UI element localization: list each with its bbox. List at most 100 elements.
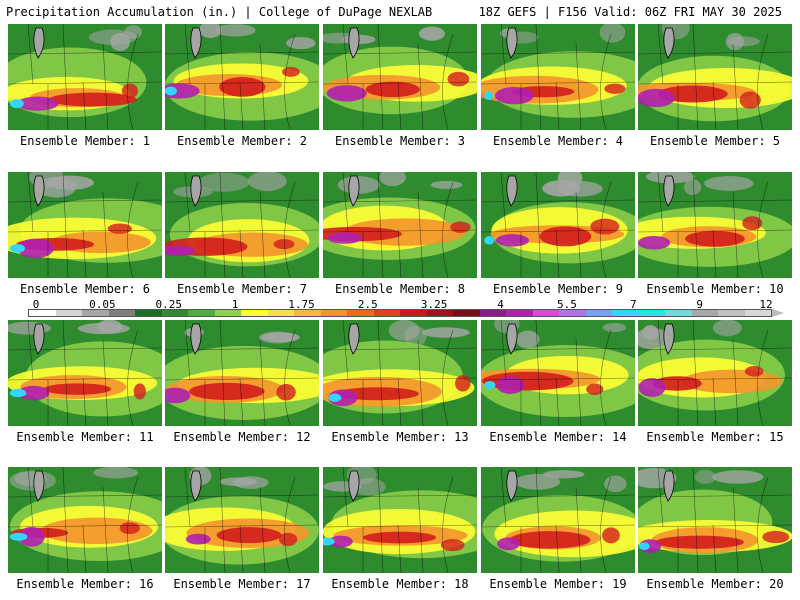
precip-map-8 [323,172,477,278]
ensemble-member-label: Ensemble Member: 18 [331,577,469,591]
colorbar-swatch [188,310,215,316]
precip-map-16 [8,467,162,573]
ensemble-member-label: Ensemble Member: 15 [646,430,784,444]
colorbar-swatch [612,310,639,316]
colorbar-swatch [214,310,241,316]
precip-map-6 [8,172,162,278]
colorbar-tick-label: 4 [497,298,504,311]
ensemble-panel-9 [481,172,635,278]
colorbar-swatch [320,310,347,316]
colorbar-swatch [638,310,665,316]
ensemble-member-label: Ensemble Member: 17 [173,577,311,591]
ensemble-panel-4 [481,24,635,130]
colorbar-max-arrow [772,309,784,317]
colorbar-swatch [373,310,400,316]
colorbar-swatch [585,310,612,316]
colorbar-swatch [108,310,135,316]
ensemble-panel-1 [8,24,162,130]
colorbar-swatch [294,310,321,316]
colorbar-tick-label: 3.25 [420,298,448,311]
ensemble-panel-5 [638,24,792,130]
colorbar-tick-label: 7 [629,298,637,311]
ensemble-member-label: Ensemble Member: 7 [176,282,308,296]
precip-map-15 [638,320,792,426]
run-valid-time: 18Z GEFS | F156 Valid: 06Z FRI MAY 30 20… [478,5,782,19]
ensemble-panel-8 [323,172,477,278]
colorbar-tick-label: 12 [759,298,773,311]
ensemble-member-label: Ensemble Member: 6 [19,282,151,296]
precipitation-colorbar: 0 0.05 0.25 1 1.75 2.5 3.25 4 5.5 7 9 12 [10,298,790,320]
colorbar-tick-label: 2.5 [357,298,378,311]
ensemble-member-label: Ensemble Member: 3 [334,134,466,148]
ensemble-member-label: Ensemble Member: 19 [489,577,627,591]
colorbar-tick-label: 1 [231,298,239,311]
ensemble-panel-14 [481,320,635,426]
ensemble-member-label: Ensemble Member: 10 [646,282,784,296]
precip-map-1 [8,24,162,130]
precip-map-5 [638,24,792,130]
ensemble-member-label: Ensemble Member: 20 [646,577,784,591]
precip-map-4 [481,24,635,130]
ensemble-panel-3 [323,24,477,130]
ensemble-member-label: Ensemble Member: 14 [489,430,627,444]
ensemble-member-label: Ensemble Member: 11 [16,430,154,444]
colorbar-swatch [479,310,506,316]
precip-map-20 [638,467,792,573]
colorbar-swatch [29,310,56,316]
colorbar-tick-label: 5.5 [556,298,577,311]
colorbar-swatch [426,310,453,316]
colorbar-swatch [665,310,692,316]
ensemble-member-label: Ensemble Member: 16 [16,577,154,591]
precip-map-9 [481,172,635,278]
precip-map-3 [323,24,477,130]
colorbar-swatch [559,310,586,316]
precip-map-10 [638,172,792,278]
ensemble-panel-18 [323,467,477,573]
precip-map-13 [323,320,477,426]
ensemble-panel-13 [323,320,477,426]
colorbar-swatch [400,310,427,316]
precip-map-11 [8,320,162,426]
precip-map-2 [165,24,319,130]
ensemble-panel-17 [165,467,319,573]
ensemble-panel-7 [165,172,319,278]
ensemble-member-label: Ensemble Member: 9 [492,282,624,296]
precip-map-7 [165,172,319,278]
ensemble-panel-19 [481,467,635,573]
ensemble-panel-15 [638,320,792,426]
ensemble-member-label: Ensemble Member: 8 [334,282,466,296]
colorbar-swatch [506,310,533,316]
colorbar-swatch [453,310,480,316]
colorbar-swatch [691,310,718,316]
ensemble-member-label: Ensemble Member: 13 [331,430,469,444]
colorbar-min-arrow [16,309,28,317]
colorbar-tick-label: 0.25 [155,298,182,311]
precip-map-14 [481,320,635,426]
colorbar-swatch [135,310,162,316]
colorbar-tick-label: 0.05 [89,298,116,311]
ensemble-member-label: Ensemble Member: 1 [19,134,151,148]
colorbar-swatch [532,310,559,316]
colorbar-swatch [267,310,294,316]
colorbar-swatch [55,310,82,316]
ensemble-panel-16 [8,467,162,573]
ensemble-panel-10 [638,172,792,278]
precip-map-17 [165,467,319,573]
colorbar-swatches [28,309,772,317]
colorbar-swatch [241,310,268,316]
ensemble-member-label: Ensemble Member: 2 [176,134,308,148]
ensemble-member-label: Ensemble Member: 5 [649,134,781,148]
colorbar-tick-label: 0 [32,298,40,311]
colorbar-swatch [161,310,188,316]
colorbar-tick-label: 9 [696,298,703,311]
colorbar-swatch [82,310,109,316]
precip-map-19 [481,467,635,573]
ensemble-panel-6 [8,172,162,278]
ensemble-member-label: Ensemble Member: 4 [492,134,624,148]
ensemble-member-label: Ensemble Member: 12 [173,430,311,444]
colorbar-tick-label: 1.75 [288,298,315,311]
colorbar-swatch [347,310,374,316]
map-title: Precipitation Accumulation (in.) | Colle… [6,5,433,19]
colorbar-swatch [718,310,745,316]
ensemble-panel-2 [165,24,319,130]
